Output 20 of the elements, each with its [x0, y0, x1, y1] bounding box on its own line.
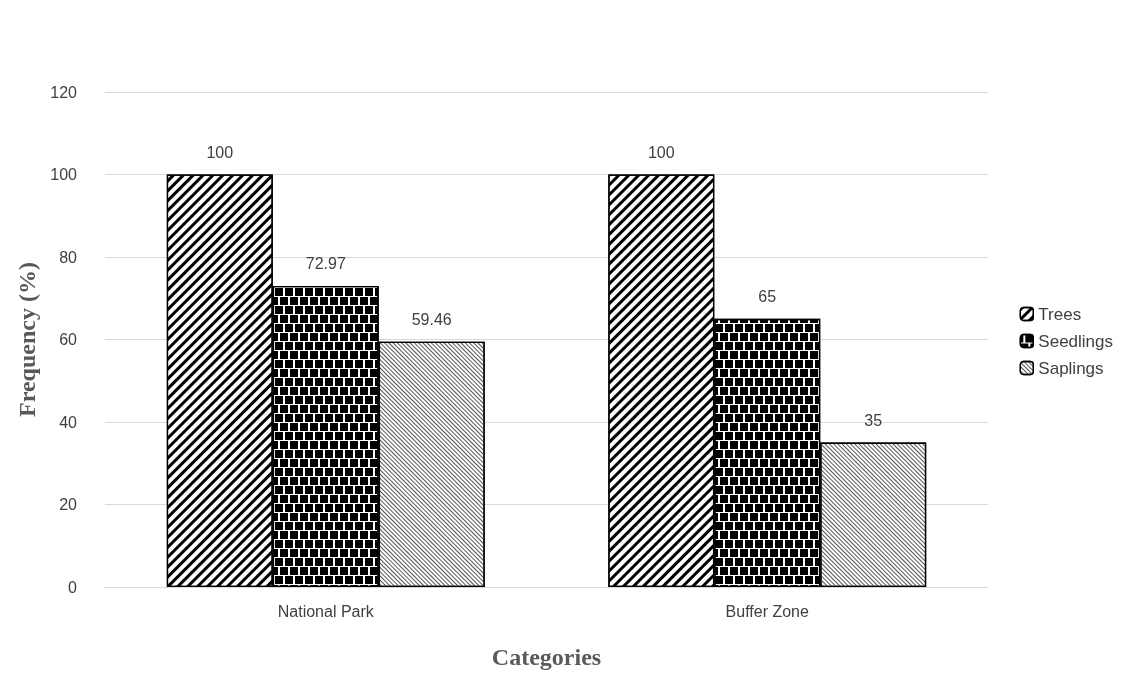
- data-label: 59.46: [411, 311, 452, 329]
- legend-label: Trees: [1038, 304, 1082, 324]
- x-tick-label: Buffer Zone: [725, 602, 810, 620]
- data-label: 65: [758, 288, 777, 306]
- y-tick-label: 100: [50, 166, 78, 183]
- data-label: 100: [206, 144, 234, 161]
- x-axis-title: Categories: [491, 644, 602, 670]
- legend-label: Seedlings: [1038, 331, 1114, 351]
- y-axis-title: Frequency (%): [14, 262, 41, 417]
- data-label: 35: [864, 412, 883, 430]
- y-tick-label: 40: [59, 413, 78, 431]
- y-tick-label: 80: [59, 248, 78, 266]
- data-label: 72.97: [305, 255, 346, 273]
- data-label: 100: [647, 144, 675, 161]
- legend-label: Saplings: [1038, 358, 1104, 378]
- x-tick-label: National Park: [277, 602, 375, 620]
- y-tick-label: 120: [50, 83, 78, 101]
- y-tick-label: 60: [59, 331, 78, 348]
- y-tick-label: 20: [59, 496, 78, 513]
- y-tick-label: 0: [68, 578, 78, 596]
